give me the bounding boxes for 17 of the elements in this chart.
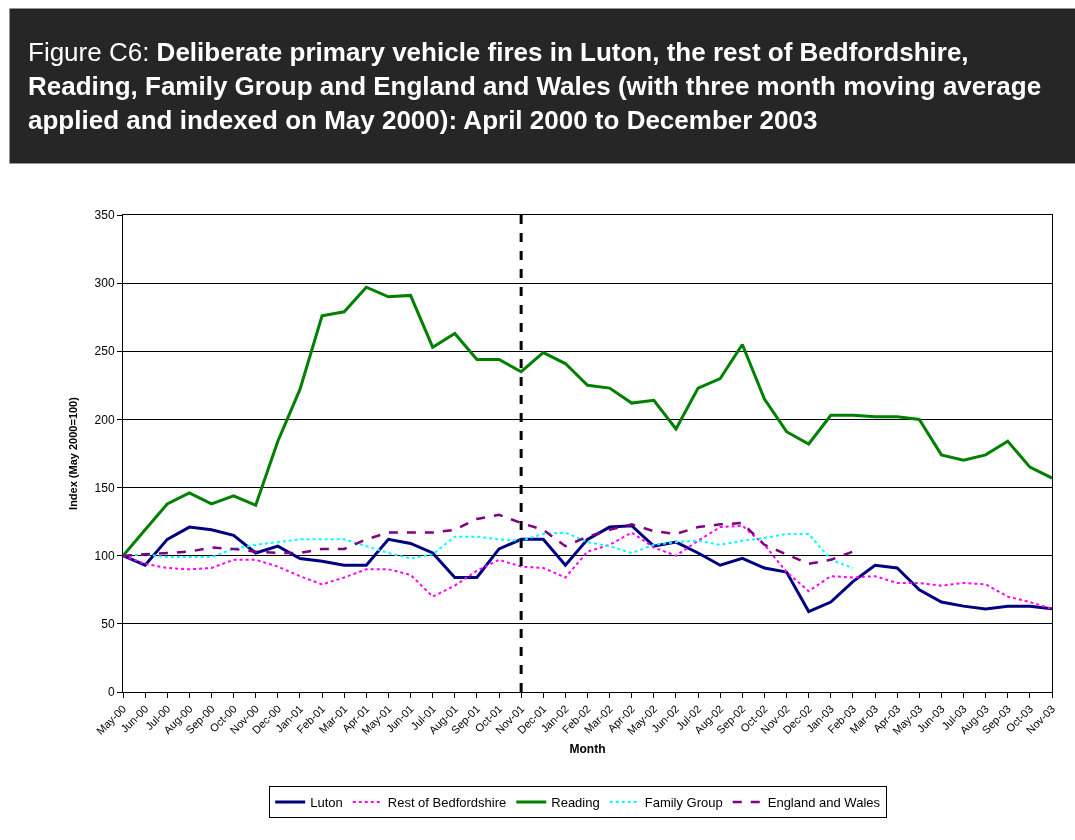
chart-title: Figure C6: Deliberate primary vehicle fires in Luton, the rest of Bedfordshire, Reading, Family Group and England and Wales (with three month moving average applied and indexed on May 2000): April 2000 to December 2003 bbox=[28, 37, 1042, 135]
y-tick-label: 200 bbox=[94, 412, 115, 427]
y-tick-label: 350 bbox=[94, 208, 115, 223]
legend-label: Rest of Bedfordshire bbox=[387, 795, 507, 811]
y-tick-label: 250 bbox=[94, 344, 115, 359]
legend-label: Luton bbox=[310, 795, 343, 811]
y-tick-label: 150 bbox=[94, 480, 115, 495]
line-series bbox=[123, 513, 855, 566]
y-tick-label: 100 bbox=[94, 548, 115, 563]
legend-label: Family Group bbox=[644, 795, 723, 811]
y-tick-label: 300 bbox=[94, 276, 115, 291]
y-tick-label: 50 bbox=[101, 617, 115, 632]
y-tick-label: 0 bbox=[107, 685, 115, 700]
x-axis-title: Month bbox=[569, 741, 606, 756]
y-axis-title: Index (May 2000=100) bbox=[67, 396, 80, 510]
legend-label: Reading bbox=[551, 795, 600, 811]
legend-label: England and Wales bbox=[767, 795, 881, 811]
